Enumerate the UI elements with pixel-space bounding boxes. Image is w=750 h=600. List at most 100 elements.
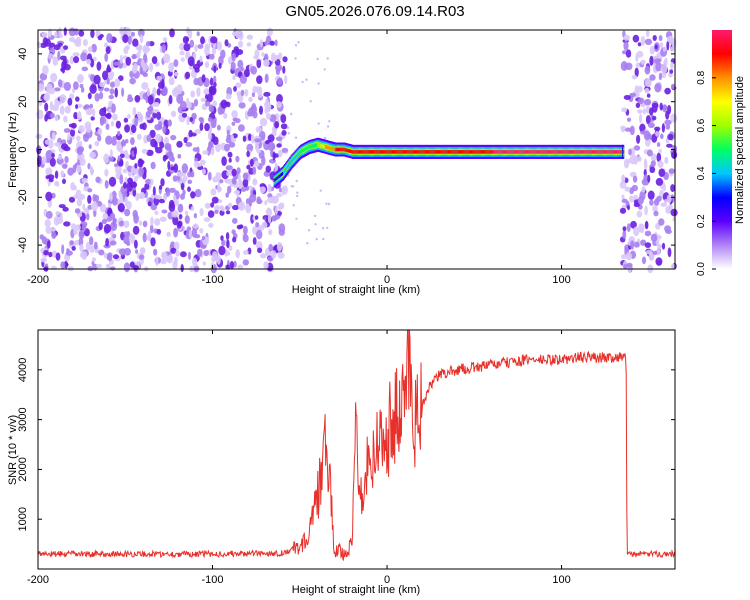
sparse-speckle [290,112,293,116]
noise-speckle [670,61,674,70]
noise-speckle [185,71,191,80]
noise-speckle [267,183,272,193]
signal-track-cell [396,150,399,154]
noise-speckle [138,166,144,177]
signal-track-cell [465,150,468,154]
noise-speckle [74,40,82,47]
noise-speckle [61,244,65,255]
noise-speckle [101,218,108,225]
spectrogram-y-label: Frequency (Hz) [7,112,19,188]
noise-speckle [66,248,70,253]
signal-track-cell [572,150,574,154]
noise-speckle [272,195,279,204]
noise-speckle [204,123,210,132]
noise-speckle [242,135,247,142]
signal-track-cell [332,147,335,151]
noise-speckle [137,111,142,119]
signal-track-cell [344,148,347,152]
noise-speckle [108,199,115,204]
noise-speckle [267,256,274,262]
noise-speckle [63,128,71,133]
noise-speckle [150,216,154,226]
noise-speckle [84,104,90,109]
noise-speckle [117,203,125,213]
noise-speckle [213,75,217,84]
signal-track-cell [382,150,385,154]
noise-speckle [93,241,98,250]
noise-speckle [639,113,643,124]
signal-track-cell [574,150,577,154]
noise-speckle [647,190,655,200]
noise-speckle [153,248,158,256]
noise-speckle [203,217,211,222]
noise-speckle [118,248,126,256]
noise-speckle [662,183,666,192]
signal-track-cell [389,150,392,154]
signal-track-cell [536,150,539,154]
noise-speckle [83,133,89,139]
noise-speckle [157,81,165,89]
noise-speckle [210,36,218,44]
sparse-speckle [295,179,298,183]
noise-speckle [169,28,175,38]
noise-speckle [231,177,236,185]
noise-speckle [55,216,64,225]
noise-speckle [234,118,241,124]
signal-track-cell [378,150,381,154]
noise-speckle [660,133,664,140]
noise-speckle [168,94,173,105]
noise-speckle [207,93,213,103]
noise-speckle [246,150,250,158]
noise-speckle [81,223,87,232]
noise-speckle [214,209,219,214]
noise-speckle [642,108,646,115]
noise-speckle [280,123,288,130]
noise-speckle [250,66,257,75]
noise-speckle [221,156,227,167]
figure-title: GN05.2026.076.09.14.R03 [285,3,464,20]
noise-speckle [106,33,113,43]
noise-speckle [265,113,271,120]
snr-x-ticks: -200 -100 0 100 [27,330,571,586]
noise-speckle [210,118,217,129]
noise-speckle [35,133,43,139]
noise-speckle [275,136,283,142]
signal-track-cell [276,176,279,180]
noise-speckle [152,101,160,108]
noise-speckle [67,133,71,141]
noise-speckle [62,178,66,185]
noise-speckle [188,129,193,138]
signal-track-cell [320,143,323,148]
noise-speckle [109,240,117,246]
noise-speckle [278,203,282,211]
signal-track-cell [509,150,512,154]
noise-speckle [257,247,263,254]
noise-speckle [264,105,269,114]
noise-speckle [646,93,651,98]
noise-speckle [263,261,269,270]
noise-speckle [254,215,259,220]
noise-speckle [105,46,111,55]
signal-track-cell [369,150,372,154]
noise-speckle [189,39,195,48]
noise-speckle [660,202,668,207]
noise-speckle [175,250,180,257]
noise-speckle [123,231,130,236]
signal-track-cell [278,174,281,179]
noise-speckle [92,193,97,203]
noise-speckle [51,231,57,239]
noise-speckle [118,160,124,167]
noise-speckle [54,87,61,92]
noise-speckle [63,27,67,36]
noise-speckle [622,50,627,55]
noise-speckle [97,35,103,41]
noise-speckle [621,176,626,181]
noise-speckle [281,130,287,136]
noise-speckle [167,119,172,127]
noise-speckle [58,33,63,39]
noise-speckle [105,112,112,120]
noise-speckle [659,42,664,48]
noise-speckle [640,36,646,46]
noise-speckle [89,84,97,94]
noise-speckle [106,66,112,73]
